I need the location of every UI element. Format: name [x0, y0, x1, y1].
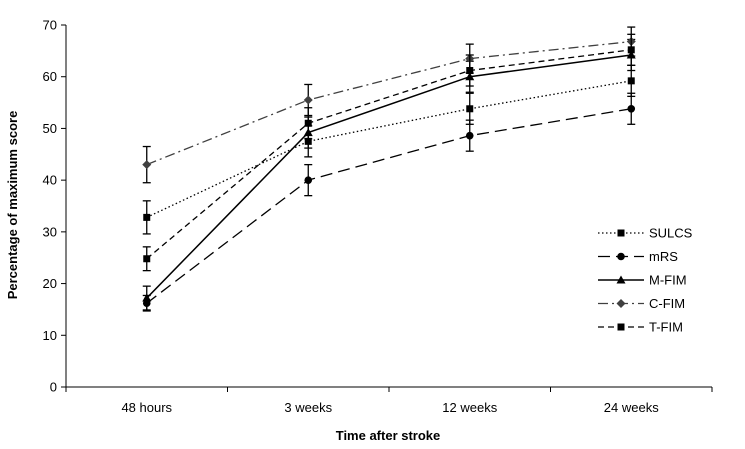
data-point — [143, 255, 151, 263]
series-line-t-fim — [146, 49, 632, 260]
data-point — [304, 119, 312, 127]
y-tick-label: 10 — [43, 328, 57, 343]
data-point — [142, 160, 152, 170]
data-point — [304, 176, 313, 184]
data-point — [627, 77, 635, 85]
x-tick-label: 48 hours — [121, 400, 172, 415]
series-t-fim — [142, 33, 636, 272]
legend-label: SULCS — [649, 226, 693, 241]
y-tick-label: 40 — [43, 173, 57, 188]
ticks: 0 10 20 30 40 50 60 70 48 hours 3 weeks 12 weeks 24… — [43, 18, 713, 415]
data-point — [465, 131, 474, 140]
data-point — [466, 105, 474, 113]
series-line-mrs — [146, 108, 632, 304]
y-tick-label: 70 — [43, 18, 57, 33]
y-tick-label: 50 — [43, 121, 57, 136]
x-axis-title: Time after stroke — [336, 428, 441, 443]
legend-item-mrs: mRS — [598, 249, 678, 264]
legend-label: mRS — [649, 249, 678, 264]
x-tick-label: 12 weeks — [442, 400, 497, 415]
series-line-c-fim — [146, 40, 632, 166]
series-group — [142, 26, 636, 312]
y-tick-label: 0 — [50, 380, 57, 395]
y-axis-title: Percentage of maximum score — [5, 111, 20, 300]
data-point — [303, 95, 313, 105]
y-tick-label: 20 — [43, 276, 57, 291]
legend-label: C-FIM — [649, 296, 685, 311]
x-tick-label: 3 weeks — [284, 400, 332, 415]
legend-marker — [617, 229, 625, 237]
series-line-sulcs — [146, 80, 632, 218]
data-point — [142, 293, 152, 302]
legend-item-t-fim: T-FIM — [598, 320, 683, 335]
legend-item-m-fim: M-FIM — [598, 273, 687, 288]
series-line-m-fim — [146, 54, 632, 299]
legend-marker — [616, 275, 626, 284]
legend: SULCS mRS M-FIM C-FIM T-FIM — [598, 226, 693, 335]
legend-item-c-fim: C-FIM — [598, 296, 685, 311]
series-sulcs — [142, 64, 636, 235]
data-point — [627, 46, 635, 54]
y-tick-label: 30 — [43, 224, 57, 239]
legend-marker — [616, 299, 626, 308]
axes — [65, 25, 712, 388]
data-point — [627, 104, 636, 113]
legend-item-sulcs: SULCS — [598, 226, 693, 241]
data-point — [466, 67, 474, 75]
data-point — [143, 213, 151, 221]
series-m-fim — [142, 38, 636, 311]
x-tick-label: 24 weeks — [604, 400, 659, 415]
legend-marker — [617, 323, 625, 331]
series-mrs — [142, 92, 636, 312]
legend-label: T-FIM — [649, 320, 683, 335]
legend-label: M-FIM — [649, 273, 687, 288]
legend-marker — [617, 252, 625, 261]
y-tick-label: 60 — [43, 69, 57, 84]
